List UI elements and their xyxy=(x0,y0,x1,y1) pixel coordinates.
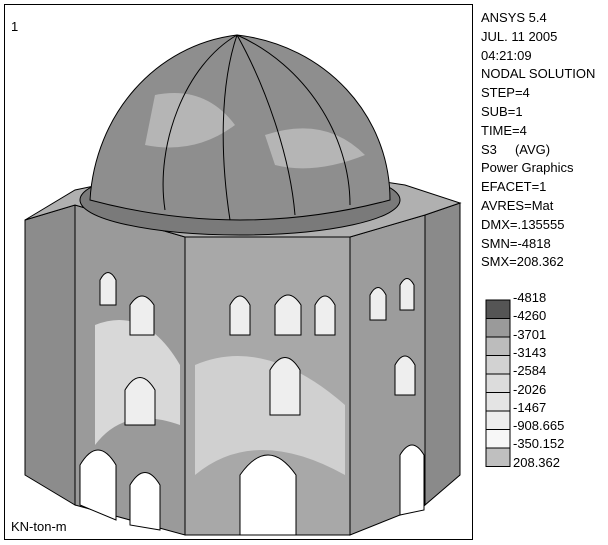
info-line: 04:21:09 xyxy=(481,47,532,63)
legend-swatch xyxy=(485,392,511,412)
info-line: AVRES=Mat xyxy=(481,198,554,213)
info-line: NODAL SOLUTION xyxy=(481,66,596,82)
legend-swatch xyxy=(485,410,511,430)
legend-label: -4818 xyxy=(513,290,547,305)
legend-swatch xyxy=(485,299,511,319)
info-line: SMX=208.362 xyxy=(481,254,564,270)
viewport-number: 1 xyxy=(11,19,19,34)
legend-swatch xyxy=(485,447,511,467)
info-line: EFACET=1 xyxy=(481,179,547,195)
model-drawing xyxy=(24,34,462,536)
legend-swatch xyxy=(485,336,511,356)
info-line: Power Graphics xyxy=(481,160,574,176)
legend-label: -2026 xyxy=(513,381,547,397)
graphics-viewport: 1 KN-ton-m xyxy=(4,4,473,540)
info-line: ANSYS 5.4 xyxy=(481,10,547,25)
legend-label: -908.665 xyxy=(513,418,565,434)
legend-swatch xyxy=(485,318,511,338)
legend-label: -350.152 xyxy=(513,436,565,452)
info-line: TIME=4 xyxy=(481,122,527,138)
legend-label: -2584 xyxy=(513,363,547,379)
legend-swatch xyxy=(485,373,511,393)
legend-label: -3143 xyxy=(513,344,547,360)
legend-label: -4260 xyxy=(513,308,547,324)
legend-swatch xyxy=(485,429,511,449)
contour-legend xyxy=(485,299,511,467)
info-line: SUB=1 xyxy=(481,104,523,119)
info-line: SMN=-4818 xyxy=(481,235,551,251)
units-label: KN-ton-m xyxy=(11,519,67,534)
legend-label: 208.362 xyxy=(513,454,560,470)
info-line: JUL. 11 2005 xyxy=(481,28,558,44)
legend-label: -3701 xyxy=(513,326,547,342)
info-line: DMX=.135555 xyxy=(481,216,565,232)
legend-label: -1467 xyxy=(513,399,547,415)
legend-swatch xyxy=(485,355,511,375)
info-line: S3 (AVG) xyxy=(481,141,551,157)
info-line: STEP=4 xyxy=(481,85,530,101)
